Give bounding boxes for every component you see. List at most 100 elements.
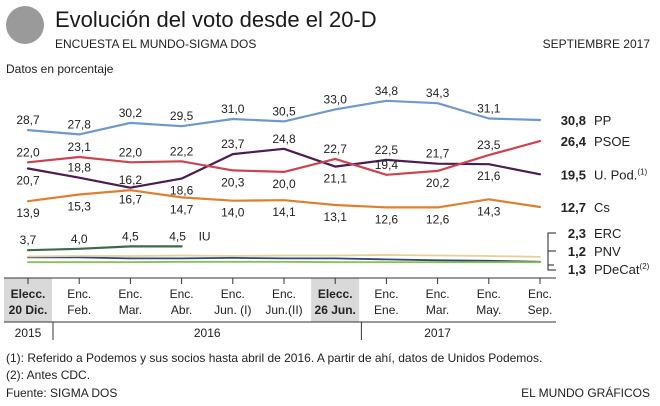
highlight-column <box>4 278 52 322</box>
data-label: 27,8 <box>68 117 92 131</box>
x-tick-label: Enc. <box>426 287 450 301</box>
data-label: 4,0 <box>71 232 88 246</box>
data-label: 30,5 <box>272 104 296 118</box>
chart-subtitle: ENCUESTA EL MUNDO-SIGMA DOS <box>55 37 257 51</box>
x-tick-label: Jun.(II) <box>265 303 302 317</box>
x-tick-label: Enc. <box>67 287 91 301</box>
data-label: 20,2 <box>426 176 450 190</box>
x-tick-label: Abr. <box>171 303 192 317</box>
x-tick-label: Enc. <box>374 287 398 301</box>
end-value: 26,4 <box>561 134 587 149</box>
end-value: 1,3 <box>568 262 586 277</box>
data-label: 31,1 <box>477 102 501 116</box>
chart-title: Evolución del voto desde el 20-D <box>55 7 377 32</box>
series-name: PDeCat(2) <box>594 262 650 277</box>
data-label: 21,7 <box>426 147 450 161</box>
series-name: PNV <box>594 244 621 259</box>
highlight-column <box>311 278 360 322</box>
data-label: 15,3 <box>68 199 92 213</box>
data-label: 29,5 <box>170 109 194 123</box>
series-name: U. Pod.(1) <box>594 167 647 182</box>
series-name: Cs <box>594 200 610 215</box>
x-tick-label: 26 Jun. <box>315 303 356 317</box>
line-chart: Elecc. 20 Dic. Enc. Feb. Enc. Mar. Enc. Abr. Enc… <box>4 84 650 340</box>
x-tick-label: 20 Dic. <box>9 303 48 317</box>
x-tick-label: Enc. <box>272 287 296 301</box>
end-value: 1,2 <box>568 244 586 259</box>
source-label: Fuente: SIGMA DOS <box>6 386 118 400</box>
end-value: 12,7 <box>561 200 586 215</box>
publication-date: SEPTIEMBRE 2017 <box>542 37 650 51</box>
x-tick-label: Elecc. <box>11 287 46 301</box>
data-label: 23,5 <box>477 138 501 152</box>
data-label: 34,3 <box>426 86 450 100</box>
data-label: 12,6 <box>375 212 399 226</box>
end-value: 2,3 <box>568 226 586 241</box>
x-tick-label: Mar. <box>119 303 142 317</box>
data-label: 23,1 <box>68 140 92 154</box>
bracket-erc <box>547 232 556 266</box>
data-label: 33,0 <box>324 92 348 106</box>
data-label: 12,6 <box>426 212 450 226</box>
data-label: 22,0 <box>16 145 40 159</box>
bracket-pdecat <box>547 265 556 271</box>
x-tick-label: May. <box>476 303 501 317</box>
x-tick-label: Enc. <box>221 287 245 301</box>
x-tick-label: Jun. (I) <box>214 303 251 317</box>
series-line-psoe <box>26 140 542 176</box>
data-label: 20,7 <box>16 174 40 188</box>
data-label: 22,5 <box>375 143 399 157</box>
series-line-u-pod- <box>26 147 542 189</box>
x-tick-label: Enc. <box>528 287 552 301</box>
x-tick-label: Sep. <box>528 303 553 317</box>
data-label: 20,0 <box>272 177 296 191</box>
data-label: 13,9 <box>16 206 40 220</box>
end-value: 19,5 <box>561 167 586 182</box>
data-label: 34,8 <box>375 84 399 98</box>
brand-logo <box>6 6 44 44</box>
series-line-pp <box>26 99 542 136</box>
footnote-1: (1): Referido a Podemos y sus socios has… <box>6 351 543 365</box>
x-tick-label: Enc. <box>170 287 194 301</box>
data-label: 24,8 <box>272 132 296 146</box>
year-label: 2017 <box>424 326 451 340</box>
series-name: ERC <box>594 226 621 241</box>
x-tick-label: Feb. <box>67 303 91 317</box>
data-label: 21,1 <box>324 172 348 186</box>
data-label: 22,0 <box>119 145 143 159</box>
series-name: PSOE <box>594 134 630 149</box>
x-tick-label: Enc. <box>118 287 142 301</box>
data-label: 14,0 <box>221 206 245 220</box>
credit-label: EL MUNDO GRÁFICOS <box>521 386 650 400</box>
data-label: 13,1 <box>324 210 348 224</box>
data-label: 22,2 <box>170 144 194 158</box>
data-label: 4,5 <box>122 229 139 243</box>
data-label: 3,7 <box>20 233 37 247</box>
series-line-cs <box>26 189 542 209</box>
unit-label: Datos en porcentaje <box>6 62 114 76</box>
series-name-iu: IU <box>199 229 211 243</box>
data-label: 14,7 <box>170 202 194 216</box>
data-label: 18,8 <box>68 161 92 175</box>
data-label: 20,3 <box>221 175 245 189</box>
data-label: 21,6 <box>477 169 501 183</box>
data-label: 18,6 <box>170 184 194 198</box>
series-line-iu <box>26 245 183 252</box>
year-label: 2015 <box>15 326 42 340</box>
series-name: PP <box>594 113 611 128</box>
data-label: 16,2 <box>119 173 143 187</box>
data-label: 31,0 <box>221 102 245 116</box>
data-label: 30,2 <box>119 106 143 120</box>
x-tick-label: Ene. <box>374 303 399 317</box>
data-label: 23,7 <box>221 137 245 151</box>
data-label: 28,7 <box>16 113 40 127</box>
footnote-2: (2): Antes CDC. <box>6 368 91 382</box>
data-label: 22,7 <box>324 142 348 156</box>
data-label: 19,4 <box>375 158 399 172</box>
data-label: 14,1 <box>272 205 296 219</box>
x-tick-label: Enc. <box>477 287 501 301</box>
year-label: 2016 <box>194 326 221 340</box>
data-label: 14,3 <box>477 204 501 218</box>
series-line-pdecat <box>27 256 541 263</box>
end-value: 30,8 <box>561 113 586 128</box>
